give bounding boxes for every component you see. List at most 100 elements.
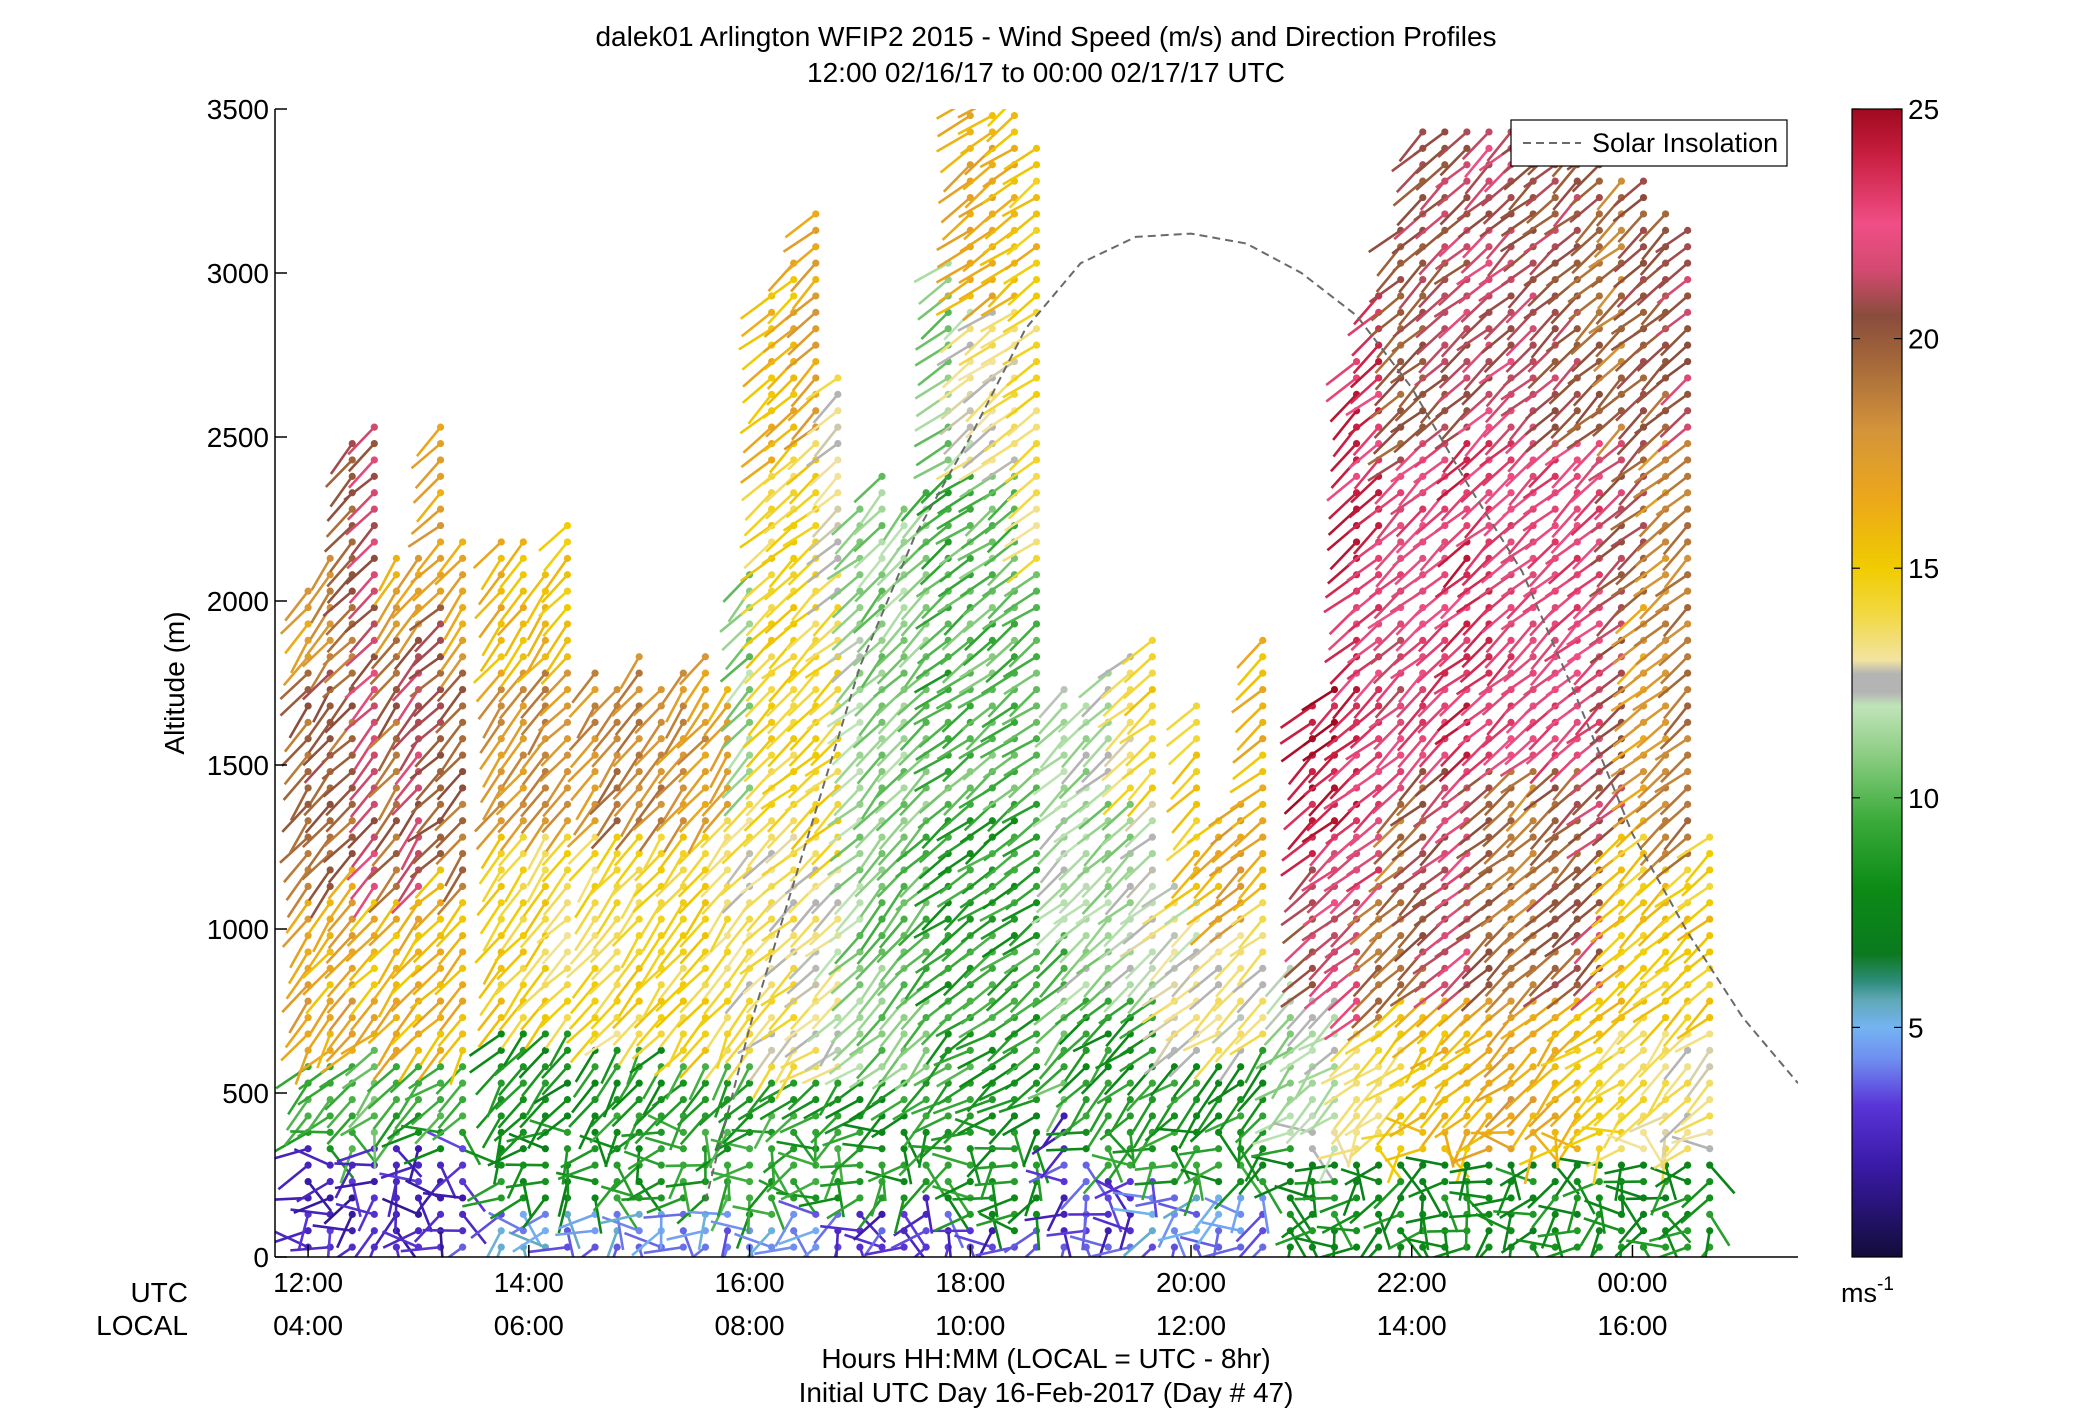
wind-barb-point <box>878 1030 886 1038</box>
wind-barb-point <box>1032 456 1041 464</box>
wind-barb-shaft <box>349 1000 376 1032</box>
wind-barb-point <box>834 1128 842 1136</box>
wind-barb-point <box>436 882 445 890</box>
wind-barb-shaft <box>328 1000 354 1032</box>
wind-barb-point <box>790 1243 798 1251</box>
wind-barb-point <box>856 849 864 858</box>
wind-barb-point <box>497 653 505 661</box>
wind-barb-shaft <box>279 688 310 717</box>
wind-barb-shaft <box>1046 1147 1087 1152</box>
wind-barb-point <box>1032 1046 1041 1054</box>
wind-barb-point <box>348 702 356 710</box>
wind-barb-point <box>966 1145 974 1153</box>
wind-barb-shaft <box>327 852 354 884</box>
wind-barb <box>323 817 356 848</box>
wind-barb-point <box>812 1046 820 1054</box>
wind-barb <box>297 1046 334 1074</box>
wind-barb-point <box>856 1095 864 1104</box>
wind-barb-point <box>1082 1063 1090 1071</box>
wind-barb-point <box>326 997 334 1005</box>
wind-barb-point <box>459 1161 467 1169</box>
wind-barb-point <box>1032 882 1041 890</box>
wind-barb-point <box>966 1046 974 1054</box>
wind-barb-shaft <box>324 459 354 488</box>
wind-barb <box>325 800 356 833</box>
wind-barb <box>325 1030 356 1063</box>
wind-barb-point <box>591 767 599 776</box>
wind-barb-point <box>459 1194 467 1202</box>
wind-barb-shaft <box>322 639 354 667</box>
wind-barb-point <box>1010 1112 1019 1120</box>
wind-barb-shaft <box>367 885 398 914</box>
wind-barb-point <box>1032 161 1041 169</box>
wind-barb-shaft <box>297 1214 310 1250</box>
wind-barb-shaft <box>344 606 376 634</box>
wind-barb <box>310 587 334 624</box>
wind-barb <box>284 587 312 622</box>
wind-barb-point <box>370 882 378 890</box>
wind-barb-point <box>392 751 400 759</box>
wind-barb-point <box>370 636 378 644</box>
wind-barb <box>279 669 312 701</box>
wind-barb <box>343 472 378 501</box>
wind-barb-point <box>392 571 400 579</box>
wind-barb-point <box>701 964 710 972</box>
wind-barb <box>296 1112 334 1138</box>
wind-barb-point <box>635 1227 643 1235</box>
wind-barb-point <box>519 1112 527 1120</box>
wind-barb-point <box>635 685 643 694</box>
wind-barb <box>341 1063 378 1090</box>
wind-barb-point <box>723 948 732 956</box>
wind-barb-point <box>459 735 467 743</box>
wind-barb-shaft <box>374 1115 398 1148</box>
wind-barb-point <box>348 439 356 448</box>
wind-barb-point <box>497 1177 505 1186</box>
wind-barb-point <box>768 308 776 316</box>
wind-barb-point <box>679 948 687 956</box>
wind-barb-shaft <box>282 770 310 801</box>
wind-barb-point <box>304 784 312 792</box>
wind-barb-point <box>370 1128 378 1136</box>
wind-barb-point <box>541 817 549 825</box>
wind-barb-point <box>1060 767 1068 776</box>
wind-barb-point <box>497 833 505 841</box>
wind-barb-shaft <box>305 983 332 1015</box>
wind-barb-point <box>1082 1161 1090 1169</box>
wind-barb-point <box>392 1095 400 1104</box>
wind-barb <box>325 784 356 817</box>
wind-barb-point <box>657 1128 665 1136</box>
wind-barb-shaft <box>326 1230 332 1257</box>
wind-barb-point <box>790 685 798 694</box>
wind-barb-point <box>563 899 572 907</box>
wind-barb-point <box>878 964 886 972</box>
wind-barb-point <box>326 1161 334 1169</box>
wind-barb-shaft <box>376 606 398 640</box>
wind-barb-point <box>459 653 467 661</box>
wind-barb-point <box>370 915 378 923</box>
wind-barb-point <box>436 866 445 874</box>
wind-barb <box>372 1095 400 1130</box>
wind-barb-point <box>679 866 687 874</box>
wind-barb <box>306 620 334 655</box>
wind-barb-shaft <box>280 737 310 767</box>
wind-barb-point <box>768 456 776 464</box>
wind-barb-point <box>497 899 505 907</box>
wind-barb-shaft <box>367 852 398 881</box>
wind-barb-shaft <box>377 557 398 592</box>
wind-barb-point <box>348 1210 356 1218</box>
wind-barb-point <box>326 636 334 644</box>
wind-barb-point <box>436 800 445 808</box>
wind-barb-point <box>591 899 599 907</box>
wind-barb-shaft <box>346 852 376 881</box>
wind-barb-point <box>790 931 798 940</box>
wind-barb-point <box>723 1210 732 1218</box>
wind-barb-point <box>563 997 572 1005</box>
wind-barb-point <box>459 1243 467 1251</box>
wind-barb-point <box>1082 1128 1090 1136</box>
wind-barb-shaft <box>288 1000 310 1034</box>
wind-barb-shaft <box>341 1065 376 1090</box>
wind-barb <box>347 587 378 620</box>
wind-barb-point <box>436 587 445 595</box>
wind-barb-point <box>856 915 864 923</box>
